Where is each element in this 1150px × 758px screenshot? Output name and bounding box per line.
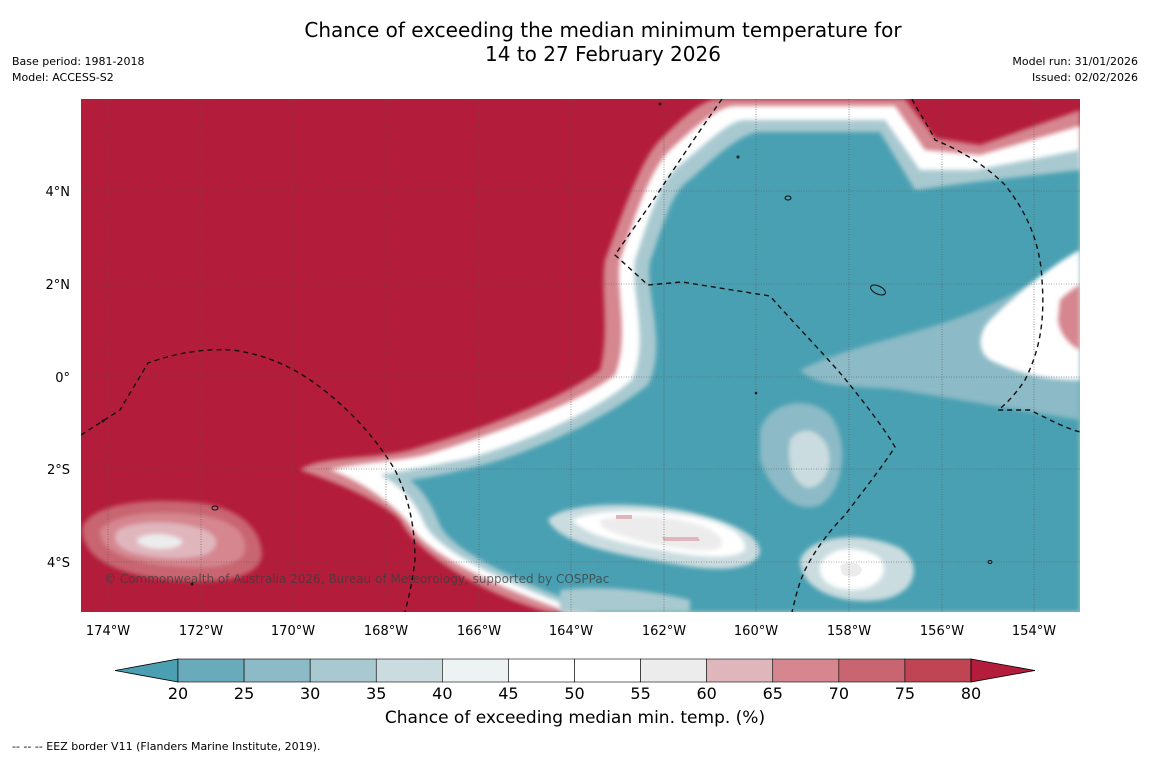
island-dot-2 xyxy=(658,102,662,106)
colorbar-segment xyxy=(243,658,311,683)
colorbar-tick-label: 75 xyxy=(895,684,915,703)
colorbar-tick-label: 30 xyxy=(300,684,320,703)
eez-footnote: -- -- -- EEZ border V11 (Flanders Marine… xyxy=(12,740,321,753)
lat-tick-label: 2°N xyxy=(46,278,71,293)
colorbar-segment xyxy=(838,658,906,683)
lon-tick-label: 164°W xyxy=(549,624,593,639)
field-patch-bottom xyxy=(560,588,690,612)
island-west xyxy=(211,505,219,511)
lon-tick-label: 158°W xyxy=(827,624,871,639)
meta-left: Base period: 1981-2018 Model: ACCESS-S2 xyxy=(12,54,144,86)
colorbar-tick-label: 40 xyxy=(432,684,452,703)
lon-tick-label: 172°W xyxy=(179,624,223,639)
lon-tick-label: 166°W xyxy=(457,624,501,639)
copyright-notice: © Commonwealth of Australia 2026, Bureau… xyxy=(104,572,610,586)
lat-tick-label: 0° xyxy=(55,371,70,386)
gridlines xyxy=(81,99,1080,612)
colorbar-segment xyxy=(442,658,509,683)
map-title: Chance of exceeding the median minimum t… xyxy=(0,18,1150,66)
eez-border-line-islands-north xyxy=(614,99,896,612)
field-patch-east-white xyxy=(980,250,1080,380)
island-dot-3 xyxy=(101,419,105,423)
eez-borders xyxy=(81,99,1080,612)
islands xyxy=(101,102,993,586)
field-low-core xyxy=(410,132,1080,612)
colorbar-tick-label: 20 xyxy=(168,684,188,703)
colorbar-tick-label: 45 xyxy=(498,684,518,703)
colorbar-segment xyxy=(904,658,972,683)
colorbar-tick-label: 35 xyxy=(366,684,386,703)
field-patch-south-pink-2 xyxy=(616,515,632,519)
field-patch-east-pink xyxy=(1058,285,1080,350)
field-patch-south-pink xyxy=(662,537,700,541)
colorbar-tick-label: 50 xyxy=(564,684,584,703)
colorbar-segment xyxy=(706,658,774,683)
colorbar-segment xyxy=(177,658,245,683)
colorbar-segment xyxy=(309,658,377,683)
title-line-2: 14 to 27 February 2026 xyxy=(485,42,721,66)
lon-tick-label: 160°W xyxy=(734,624,778,639)
island-kiritimati xyxy=(870,284,886,296)
colorbar-tick-label: 80 xyxy=(961,684,981,703)
colorbar-tick-label: 70 xyxy=(829,684,849,703)
colorbar: 20 25 30 35 40 45 50 55 60 65 70 75 80 xyxy=(114,658,1036,703)
eez-border-line-islands-east xyxy=(911,99,1080,433)
island-dot-1 xyxy=(736,155,740,159)
lat-tick-label: 4°S xyxy=(47,556,70,571)
lon-tick-label: 162°W xyxy=(642,624,686,639)
lon-tick-label: 170°W xyxy=(271,624,315,639)
lon-tick-label: 154°W xyxy=(1012,624,1056,639)
field-patch-south-grey xyxy=(599,515,723,551)
model-run: Model run: 31/01/2026 xyxy=(1012,55,1138,68)
colorbar-tick-label: 60 xyxy=(696,684,716,703)
island-tabuaeran xyxy=(784,195,792,201)
colorbar-tick-label: 25 xyxy=(234,684,254,703)
eez-border-kiribati-west xyxy=(81,348,416,612)
colorbar-segment xyxy=(508,658,575,683)
latitude-labels: 4°N 2°N 0° 2°S 4°S xyxy=(46,185,71,571)
island-dot-5 xyxy=(754,391,758,395)
probability-field xyxy=(81,99,1080,612)
meta-right: Model run: 31/01/2026 Issued: 02/02/2026 xyxy=(1012,54,1138,86)
colorbar-segment xyxy=(640,658,707,683)
lon-tick-label: 174°W xyxy=(86,624,130,639)
field-patch-east xyxy=(800,260,1080,420)
model-name: Model: ACCESS-S2 xyxy=(12,71,114,84)
lat-tick-label: 2°S xyxy=(47,463,70,478)
base-period: Base period: 1981-2018 xyxy=(12,55,145,68)
colorbar-tick-label: 65 xyxy=(763,684,783,703)
lon-tick-label: 156°W xyxy=(920,624,964,639)
field-patch-southeast-grey xyxy=(840,562,862,577)
colorbar-extend-low xyxy=(114,658,179,683)
title-line-1: Chance of exceeding the median minimum t… xyxy=(304,18,902,42)
lat-tick-label: 4°N xyxy=(46,185,71,200)
issued-date: Issued: 02/02/2026 xyxy=(1031,71,1138,84)
field-patch-west-white xyxy=(136,534,183,550)
field-patch-central-light xyxy=(788,430,830,488)
colorbar-extend-high xyxy=(970,658,1036,683)
longitude-labels: 174°W 172°W 170°W 168°W 166°W 164°W 162°W 160°W… xyxy=(86,624,1056,639)
island-malden xyxy=(987,560,993,564)
colorbar-segment xyxy=(574,658,641,683)
lon-tick-label: 168°W xyxy=(364,624,408,639)
colorbar-segment xyxy=(375,658,443,683)
colorbar-tick-label: 55 xyxy=(630,684,650,703)
colorbar-label: Chance of exceeding median min. temp. (%… xyxy=(384,708,766,728)
island-dot-4 xyxy=(190,582,194,586)
colorbar-segment xyxy=(772,658,840,683)
